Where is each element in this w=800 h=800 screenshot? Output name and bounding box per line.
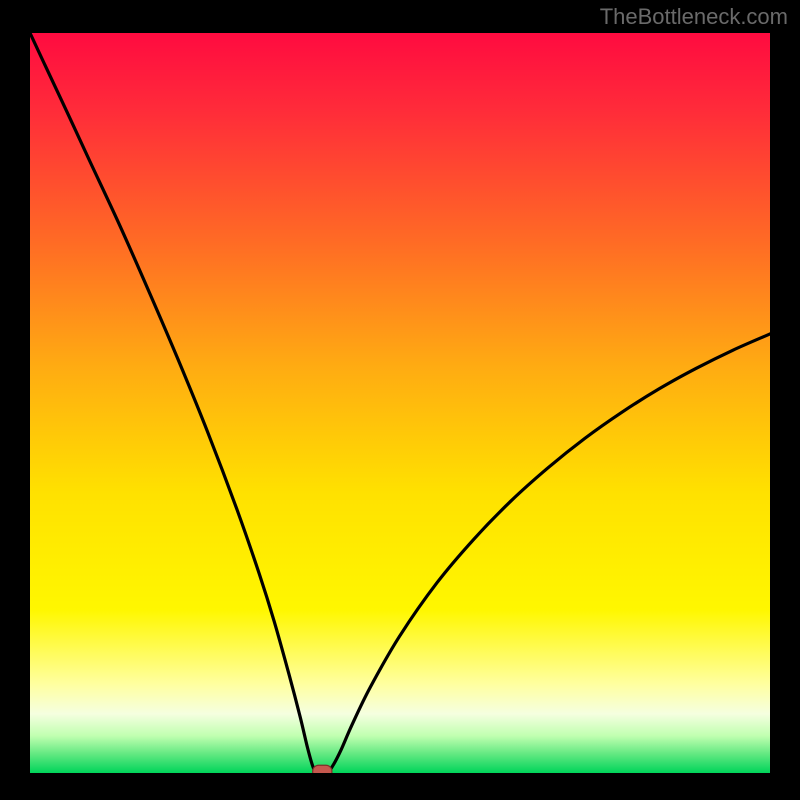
plot-background bbox=[30, 33, 770, 773]
watermark-text: TheBottleneck.com bbox=[600, 4, 788, 30]
chart-frame: TheBottleneck.com bbox=[0, 0, 800, 800]
bottleneck-chart bbox=[0, 0, 800, 800]
